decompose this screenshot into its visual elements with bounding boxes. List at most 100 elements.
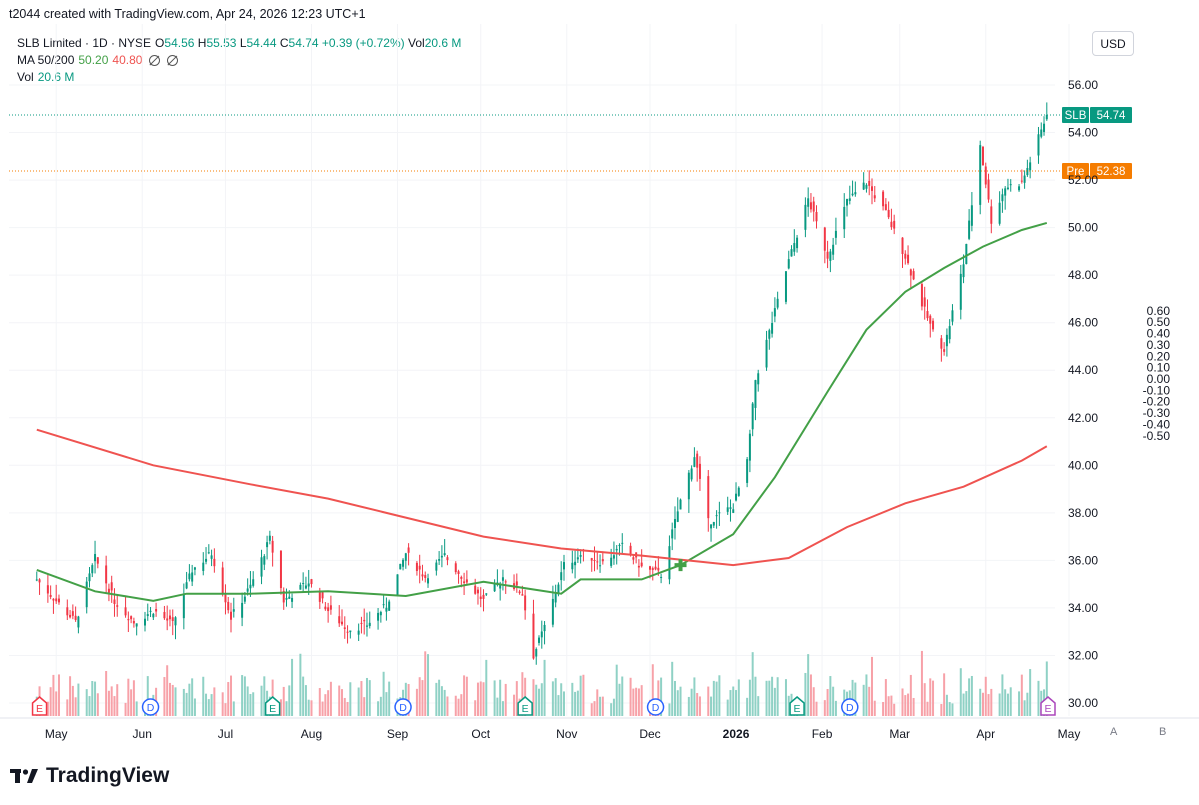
- candle-body: [882, 191, 885, 207]
- dividend-marker: [841, 698, 859, 716]
- x-tick-label: Sep: [387, 727, 409, 741]
- candle-body: [440, 555, 443, 558]
- volume-bar: [618, 683, 621, 716]
- candle-body: [230, 611, 233, 620]
- candle-body: [476, 589, 479, 594]
- candle-body: [38, 579, 41, 583]
- currency-button[interactable]: USD: [1092, 31, 1134, 56]
- volume-bar: [737, 679, 740, 716]
- last-price-label-badge: [1062, 106, 1089, 123]
- candle-body: [57, 598, 60, 603]
- volume-bar: [1006, 693, 1009, 716]
- volume-bar: [538, 688, 541, 716]
- candle-body: [748, 433, 751, 461]
- volume-bar: [285, 701, 288, 716]
- volume-bar: [823, 700, 826, 716]
- candle-body: [285, 597, 288, 600]
- candle-body: [746, 459, 749, 483]
- candle-body: [923, 297, 926, 307]
- volume-bar: [230, 675, 233, 716]
- legend-ma-row[interactable]: MA 50/200 50.20 40.80: [17, 52, 461, 69]
- candle-body: [979, 145, 982, 205]
- legend-ma50-value: 50.20: [78, 53, 109, 67]
- volume-bar: [890, 695, 893, 716]
- volume-bar: [635, 687, 638, 716]
- candle-body: [221, 567, 224, 594]
- candle-body: [815, 211, 818, 222]
- tradingview-logo-icon: [10, 769, 38, 783]
- candle-body: [77, 616, 80, 628]
- candle-body: [299, 584, 302, 590]
- volume-bar: [884, 679, 887, 716]
- candle-body: [554, 592, 557, 603]
- candle-body: [968, 220, 971, 239]
- candle-body: [66, 607, 69, 616]
- moving-average-lines: [36, 221, 1048, 602]
- candle-body: [52, 598, 55, 601]
- candle-body: [657, 567, 660, 571]
- candle-body: [943, 349, 946, 352]
- candle-body: [715, 515, 718, 517]
- hide-indicator-icon[interactable]: [167, 55, 179, 66]
- candle-body: [402, 559, 405, 567]
- candle-body: [213, 558, 216, 567]
- tradingview-logo[interactable]: TradingView: [10, 764, 169, 788]
- volume-bar: [343, 697, 346, 716]
- dividend-marker-label: D: [846, 702, 854, 714]
- volume-bar: [291, 658, 294, 716]
- candle-body: [599, 565, 602, 567]
- volume-bar: [1018, 691, 1021, 716]
- volume-bar: [465, 676, 468, 716]
- legend-symbol[interactable]: SLB Limited · 1D · NYSE: [17, 36, 152, 50]
- candle-body: [343, 627, 346, 629]
- legend-ma200-value: 40.80: [112, 53, 143, 67]
- log-scale-button[interactable]: B: [1159, 726, 1167, 738]
- candle-body: [735, 493, 738, 501]
- earnings-marker: [264, 696, 281, 716]
- x-tick-label: Oct: [471, 727, 490, 741]
- earnings-marker-label: E: [1044, 703, 1051, 715]
- volume-bar: [182, 688, 185, 716]
- volume-bar: [246, 686, 249, 716]
- auto-scale-button[interactable]: A: [1110, 726, 1118, 738]
- candle-body: [809, 202, 812, 210]
- volume-bar: [476, 682, 479, 716]
- candle-body: [660, 576, 663, 578]
- hide-indicator-icon[interactable]: [149, 55, 161, 66]
- y-tick-label: 30.00: [1068, 696, 1098, 710]
- earnings-marker: [517, 696, 533, 716]
- volume-bar: [732, 686, 735, 716]
- candle-body: [948, 326, 951, 340]
- y-tick-label: 50.00: [1068, 221, 1098, 235]
- volume-bar: [673, 680, 676, 716]
- candle-body: [443, 553, 446, 555]
- volume-bar: [593, 701, 596, 716]
- candle-body: [207, 552, 210, 554]
- volume-bar: [757, 696, 760, 716]
- candle-body: [266, 542, 269, 548]
- candle-body: [826, 251, 829, 259]
- volume-bar: [191, 678, 194, 716]
- volume-bar: [501, 701, 504, 716]
- volume-bar: [612, 698, 615, 716]
- volume-bar: [55, 691, 58, 716]
- candle-body: [951, 310, 954, 322]
- volume-bar: [596, 689, 599, 716]
- candle-body: [1006, 187, 1009, 189]
- volume-bar: [52, 674, 55, 716]
- axes: 30.00 32.00 34.00 36.00 38.00 40.00 42.00 44.00…: [0, 78, 1199, 741]
- candle-body: [85, 581, 88, 608]
- candle-body: [887, 209, 890, 218]
- candle-body: [854, 192, 857, 195]
- candle-body: [282, 590, 285, 603]
- pre-market-value-badge: [1090, 163, 1132, 180]
- candle-body: [232, 609, 235, 612]
- candle-body: [1037, 134, 1040, 156]
- brand-name: TradingView: [46, 764, 170, 787]
- volume-bar: [349, 682, 352, 716]
- candle-body: [873, 195, 876, 199]
- candle-body: [385, 607, 388, 612]
- volume-bar: [829, 676, 832, 716]
